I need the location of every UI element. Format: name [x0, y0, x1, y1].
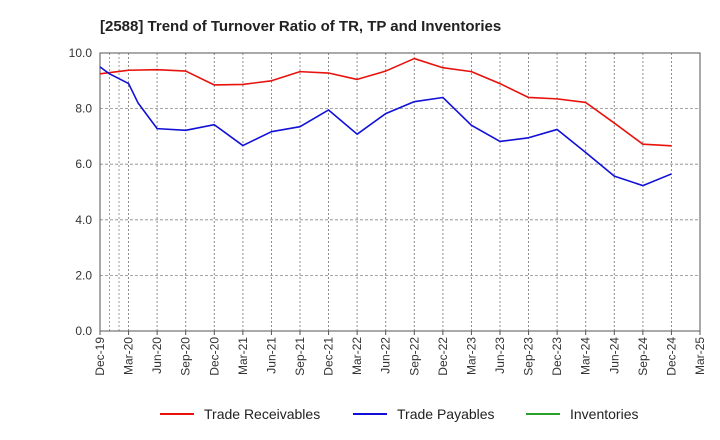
- legend-label-inventories: Inventories: [570, 406, 638, 422]
- x-tick-label: Mar-21: [236, 337, 250, 375]
- x-tick-label: Dec-19: [93, 337, 107, 376]
- x-tick-label: Jun-20: [150, 337, 164, 374]
- x-tick-label: Mar-20: [122, 337, 136, 375]
- x-tick-label: Sep-22: [407, 337, 421, 376]
- x-tick-label: Sep-21: [293, 337, 307, 376]
- chart-title: [2588] Trend of Turnover Ratio of TR, TP…: [100, 18, 501, 35]
- x-tick-label: Mar-25: [693, 337, 707, 375]
- grid-lines: [99, 52, 701, 332]
- x-tick-label: Dec-24: [664, 337, 678, 376]
- y-tick-label: 0.0: [75, 324, 92, 338]
- series-lines: [99, 57, 672, 187]
- series-line-trade-receivables: [99, 57, 672, 147]
- x-tick-label: Mar-23: [464, 337, 478, 375]
- axes: [99, 52, 701, 335]
- x-tick-label: Jun-24: [607, 337, 621, 374]
- x-tick-label: Sep-23: [522, 337, 536, 376]
- legend: Trade Receivables Trade Payables Inventori…: [160, 406, 638, 422]
- x-tick-label: Dec-23: [550, 337, 564, 376]
- series-line-trade-payables: [99, 66, 672, 187]
- x-tick-label: Mar-24: [579, 337, 593, 375]
- legend-label-trade-receivables: Trade Receivables: [204, 406, 320, 422]
- x-tick-label: Jun-21: [264, 337, 278, 374]
- tick-labels: 0.0 2.0 4.0 6.0 8.0 10.0 Dec-19 Mar-20 Jun-20 Sep…: [69, 46, 707, 376]
- x-tick-label: Sep-20: [179, 337, 193, 376]
- x-tick-label: Jun-23: [493, 337, 507, 374]
- x-tick-label: Dec-21: [322, 337, 336, 376]
- x-tick-label: Mar-22: [350, 337, 364, 375]
- y-tick-label: 6.0: [75, 157, 92, 171]
- x-tick-label: Dec-22: [436, 337, 450, 376]
- y-tick-label: 2.0: [75, 268, 92, 282]
- y-tick-label: 10.0: [69, 46, 93, 60]
- x-tick-label: Dec-20: [207, 337, 221, 376]
- legend-label-trade-payables: Trade Payables: [397, 406, 495, 422]
- plot-frame: [99, 52, 701, 332]
- x-tick-label: Sep-24: [636, 337, 650, 376]
- y-tick-label: 8.0: [75, 102, 92, 116]
- x-tick-label: Jun-22: [379, 337, 393, 374]
- y-tick-label: 4.0: [75, 213, 92, 227]
